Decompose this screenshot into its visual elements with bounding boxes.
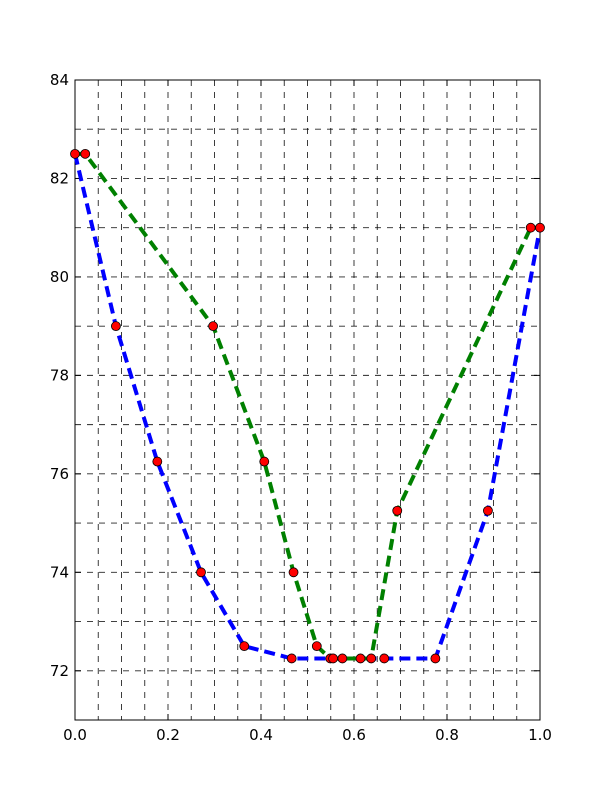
- y-tick-label: 78: [50, 366, 69, 384]
- data-point: [259, 456, 270, 467]
- x-tick-label: 1.0: [528, 726, 552, 744]
- y-tick-label: 72: [50, 662, 69, 680]
- data-point: [379, 653, 390, 664]
- x-tick-label: 0.0: [63, 726, 87, 744]
- grid: [75, 80, 540, 720]
- data-point: [525, 222, 536, 233]
- y-tick-label: 82: [50, 169, 69, 187]
- data-point: [196, 567, 206, 578]
- data-point: [70, 148, 80, 159]
- axis-ticks: [74, 79, 541, 720]
- data-point: [535, 222, 545, 233]
- data-point: [337, 653, 348, 664]
- y-tick-label: 80: [50, 268, 69, 286]
- data-point: [152, 456, 163, 467]
- x-tick-label: 0.2: [156, 726, 180, 744]
- data-point: [208, 321, 219, 332]
- x-axis-tick-labels: 0.0 0.2 0.4 0.6 0.8 1.0: [63, 726, 552, 744]
- data-point: [355, 653, 366, 664]
- y-tick-label: 76: [50, 465, 69, 483]
- data-point: [311, 641, 322, 652]
- data-point: [366, 653, 377, 664]
- data-point: [392, 505, 403, 516]
- data-point: [483, 505, 493, 516]
- x-tick-label: 0.6: [342, 726, 366, 744]
- x-tick-label: 0.4: [249, 726, 273, 744]
- data-point: [288, 567, 299, 578]
- data-point: [286, 653, 297, 664]
- series-line-2: [75, 151, 540, 661]
- data-points: [70, 148, 545, 664]
- x-tick-label: 0.8: [435, 726, 459, 744]
- series-line-1: [73, 153, 542, 661]
- y-tick-label: 74: [50, 563, 69, 581]
- y-axis-tick-labels: 72 74 76 78 80 82 84: [50, 71, 69, 680]
- y-tick-label: 84: [50, 71, 69, 89]
- data-point: [80, 148, 91, 159]
- data-point: [328, 653, 338, 664]
- data-point: [430, 653, 441, 664]
- plot-area: [74, 79, 541, 721]
- data-point: [111, 321, 121, 332]
- series-lines: [73, 151, 542, 661]
- data-point: [239, 641, 250, 652]
